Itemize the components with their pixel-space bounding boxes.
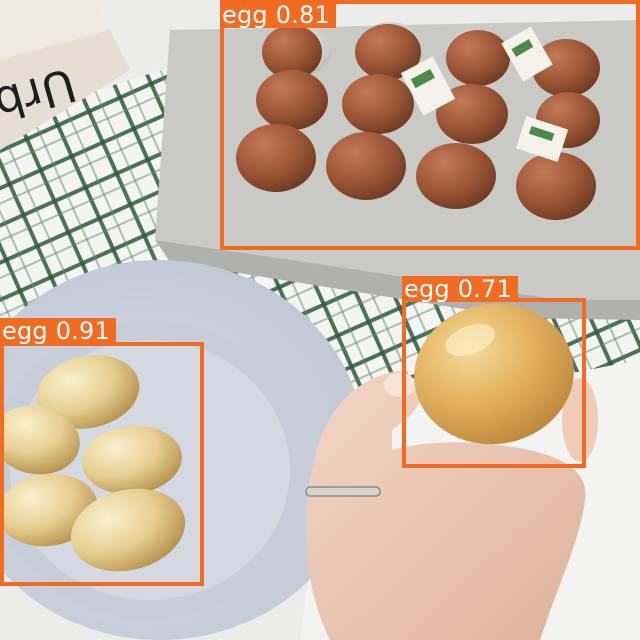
quail-eggs xyxy=(0,355,186,572)
detection-score: 0.81 xyxy=(275,1,330,29)
egg-tray xyxy=(236,22,600,220)
detection-label: egg 0.81 xyxy=(220,2,336,28)
detection-score: 0.71 xyxy=(457,275,512,303)
detection-score: 0.91 xyxy=(55,317,110,345)
detection-class: egg xyxy=(222,1,268,29)
hand xyxy=(305,371,598,640)
detection-class: egg xyxy=(404,275,450,303)
detection-box-egg xyxy=(220,0,640,250)
detection-label: egg 0.91 xyxy=(0,318,116,344)
detection-box-egg xyxy=(0,342,204,586)
detection-box-egg xyxy=(402,298,586,468)
detection-label: egg 0.71 xyxy=(402,276,518,302)
detection-class: egg xyxy=(2,317,48,345)
